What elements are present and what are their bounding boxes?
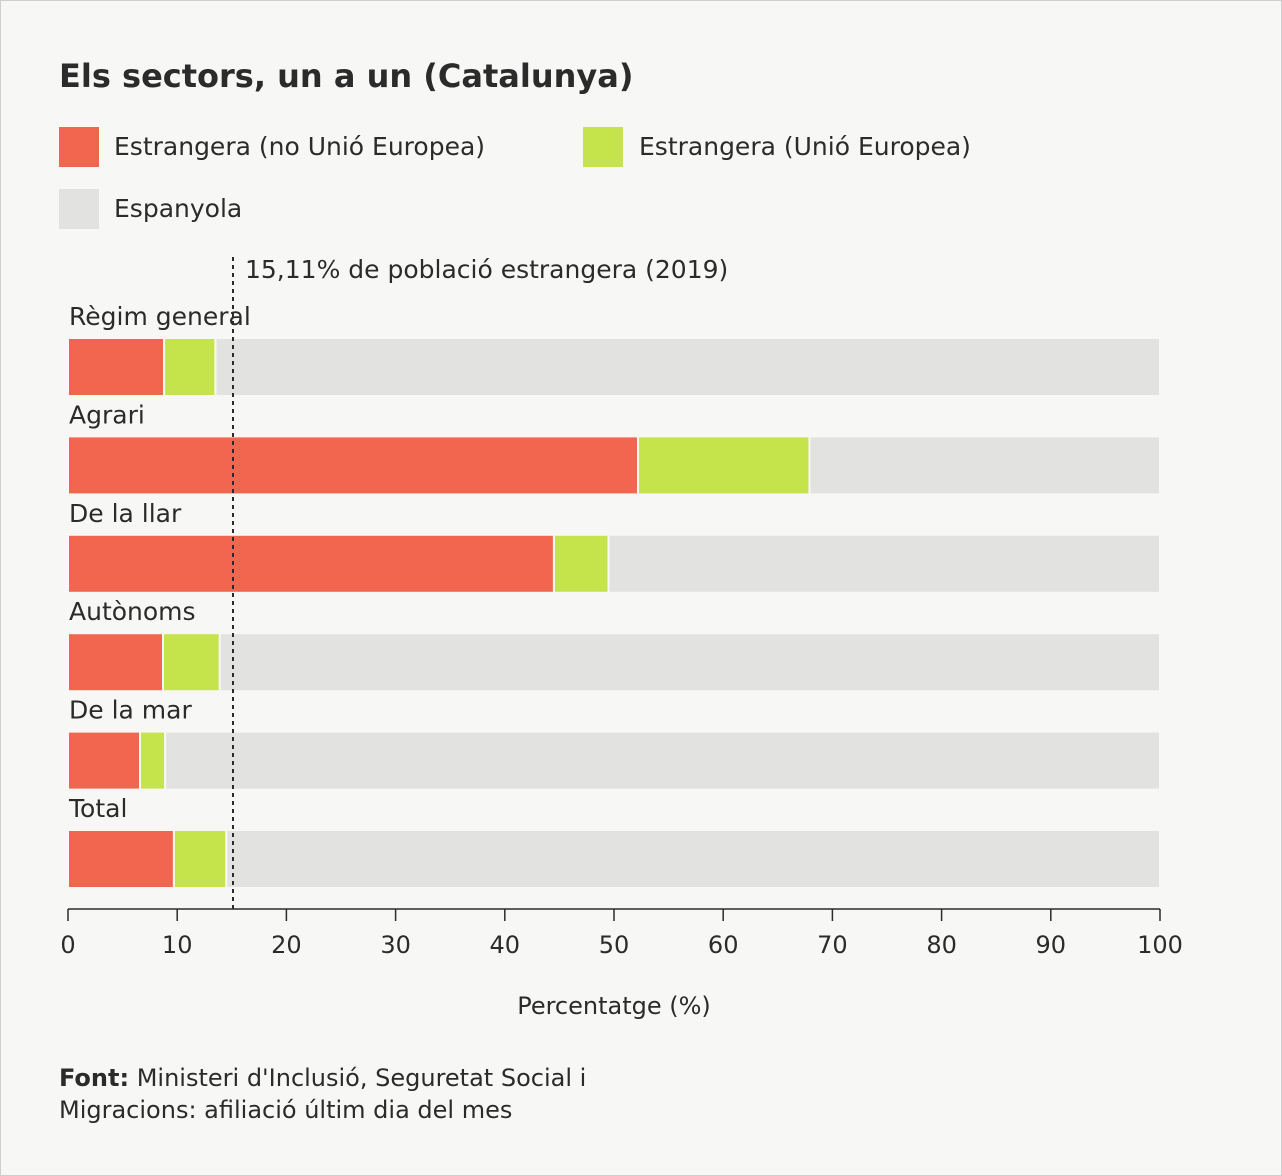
bar-segment (808, 435, 1162, 496)
bar-segment (67, 435, 640, 496)
x-tick-label: 60 (708, 931, 739, 959)
legend-label: Estrangera (Unió Europea) (639, 132, 971, 161)
x-tick-label: 90 (1036, 931, 1067, 959)
x-tick-label: 40 (490, 931, 521, 959)
x-axis-label: Percentatge (%) (517, 992, 711, 1020)
x-tick-label: 80 (926, 931, 957, 959)
chart-title: Els sectors, un a un (Catalunya) (59, 57, 633, 95)
bar-segment (607, 533, 1161, 594)
source-label: Font: (59, 1064, 130, 1092)
x-tick-label: 50 (599, 931, 630, 959)
bar-segment (67, 829, 175, 889)
x-tick-label: 20 (271, 931, 302, 959)
legend-swatch (59, 127, 99, 167)
bar-segment (225, 829, 1161, 889)
category-label: Autònoms (69, 597, 196, 626)
category-label: Agrari (69, 400, 145, 429)
x-tick-label: 30 (380, 931, 411, 959)
bar-segment (67, 730, 142, 791)
legend-swatch (583, 127, 623, 167)
bar-segment (218, 632, 1161, 693)
x-tick-label: 70 (817, 931, 848, 959)
source-text: Ministeri d'Inclusió, Seguretat Social i… (59, 1064, 587, 1124)
bar-segment (172, 829, 228, 889)
x-tick-label: 100 (1137, 931, 1183, 959)
category-label: Règim general (69, 302, 251, 331)
bar-segment (637, 435, 811, 496)
bar-segment (67, 533, 555, 594)
bar-segment (162, 632, 221, 693)
category-label: De la mar (69, 696, 192, 725)
legend-label: Espanyola (114, 194, 242, 223)
x-tick-label: 0 (60, 931, 75, 959)
bar-segment (164, 730, 1162, 791)
bar-segment (163, 337, 217, 397)
bar-segment (67, 632, 165, 693)
bar-segment (67, 337, 166, 397)
bar-segment (552, 533, 610, 594)
category-label: De la llar (69, 499, 182, 528)
category-label: Total (68, 794, 127, 823)
x-tick-label: 10 (162, 931, 193, 959)
source-note: Font: Ministeri d'Inclusió, Seguretat So… (59, 1062, 719, 1126)
bar-segment (214, 337, 1162, 397)
legend-swatch (59, 189, 99, 229)
reference-label: 15,11% de població estrangera (2019) (245, 255, 728, 284)
legend-label: Estrangera (no Unió Europea) (114, 132, 485, 161)
bar-segment (139, 730, 167, 791)
